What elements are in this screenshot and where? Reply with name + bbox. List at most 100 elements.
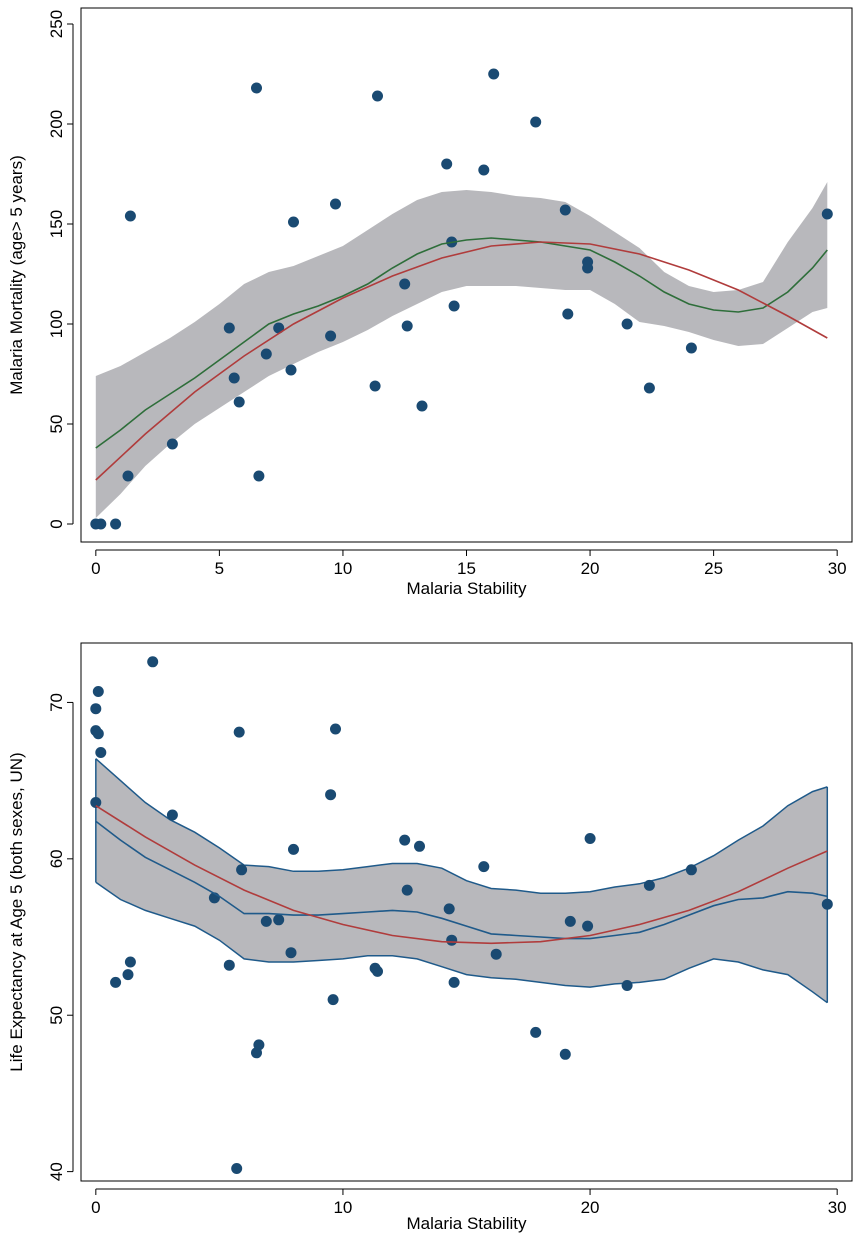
data-point [643, 879, 655, 891]
data-point [562, 308, 574, 320]
quadratic-fit-line [95, 241, 828, 481]
data-point [401, 884, 413, 896]
x-tick-label: 10 [333, 1198, 352, 1217]
data-point [325, 330, 337, 342]
data-point [110, 518, 122, 530]
data-point [530, 1026, 542, 1038]
data-point [478, 164, 490, 176]
chart-life-expectancy: 0 10 20 30 40 50 60 70 Malaria Stability Life E… [7, 642, 853, 1233]
data-point [236, 864, 248, 876]
x-axis-label: Malaria Stability [407, 579, 527, 598]
data-point [253, 1039, 265, 1051]
data-point [414, 840, 425, 852]
quadratic-fit-line [95, 805, 828, 945]
x-tick-label: 30 [828, 1198, 847, 1217]
plot-frame [80, 7, 853, 543]
x-tick-label: 30 [828, 559, 847, 578]
data-point [288, 216, 299, 228]
data-point [582, 920, 594, 932]
data-point [288, 843, 299, 855]
y-axis-label: Malaria Mortality (age> 5 years) [7, 155, 26, 395]
data-point [399, 278, 411, 290]
data-point [95, 747, 107, 758]
y-tick-label: 50 [47, 415, 66, 434]
data-point [530, 116, 542, 128]
data-point [122, 969, 134, 981]
data-point [369, 380, 381, 392]
data-point [95, 518, 107, 530]
data-point [110, 976, 122, 988]
confidence-band [95, 758, 828, 1003]
y-tick-label: 200 [47, 110, 66, 138]
data-point [260, 348, 272, 360]
data-point [685, 864, 697, 876]
y-tick-label: 50 [47, 1006, 66, 1025]
data-point [273, 322, 285, 334]
x-tick-label: 15 [457, 559, 476, 578]
data-point [446, 934, 458, 946]
band-upper-edge [95, 758, 828, 894]
data-point [490, 948, 502, 960]
data-point [443, 903, 455, 915]
data-point [685, 342, 697, 354]
y-tick-label: 150 [47, 210, 66, 238]
y-tick-label: 0 [47, 519, 66, 528]
data-point [253, 470, 265, 482]
x-tick-label: 0 [91, 559, 100, 578]
data-point [260, 915, 272, 927]
data-point [643, 382, 655, 394]
x-tick-label: 20 [581, 559, 600, 578]
x-tick-label: 10 [333, 559, 352, 578]
data-point [559, 1048, 571, 1060]
data-point [325, 789, 337, 801]
data-point [330, 723, 341, 735]
data-point [621, 980, 633, 991]
data-point [251, 82, 262, 94]
data-point [399, 834, 411, 846]
data-point [582, 256, 594, 268]
lowess-line [95, 820, 828, 940]
y-tick-label: 60 [47, 849, 66, 868]
data-point [448, 976, 460, 988]
x-tick-label: 0 [91, 1198, 100, 1217]
data-point [488, 68, 500, 80]
axes: 0 10 20 30 40 50 60 70 [47, 693, 847, 1217]
y-axis-label: Life Expectancy at Age 5 (both sexes, UN… [7, 752, 26, 1071]
data-point [330, 198, 341, 210]
y-tick-label: 100 [47, 310, 66, 338]
data-point [122, 470, 134, 482]
band-lower-edge [95, 881, 828, 1004]
data-point [223, 959, 235, 971]
x-tick-label: 20 [581, 1198, 600, 1217]
data-point [223, 322, 235, 334]
data-point [233, 396, 245, 408]
data-point [821, 208, 833, 220]
data-point [228, 372, 240, 384]
data-point [92, 728, 104, 740]
axes: 0 5 10 15 20 25 30 0 50 100 150 200 250 [47, 10, 847, 578]
data-point [92, 686, 104, 697]
data-point [124, 210, 136, 222]
x-axis-label: Malaria Stability [407, 1214, 527, 1233]
x-tick-label: 25 [704, 559, 723, 578]
y-tick-label: 40 [47, 1162, 66, 1181]
data-point [441, 158, 453, 170]
data-point [124, 956, 136, 968]
data-point [233, 726, 245, 738]
chart-malaria-mortality: 0 5 10 15 20 25 30 0 50 100 150 200 250 Malaria Stab… [7, 7, 853, 598]
y-tick-label: 250 [47, 10, 66, 38]
confidence-band [95, 182, 828, 518]
data-point [231, 1163, 243, 1174]
data-point [285, 364, 297, 376]
data-point [90, 703, 102, 715]
data-point [621, 318, 633, 330]
y-tick-label: 70 [47, 693, 66, 712]
plot-frame [80, 642, 853, 1182]
data-point [564, 915, 576, 927]
data-point [401, 320, 413, 332]
data-point [285, 947, 297, 959]
data-point [273, 914, 285, 926]
data-point [327, 994, 339, 1006]
data-point [478, 861, 490, 873]
